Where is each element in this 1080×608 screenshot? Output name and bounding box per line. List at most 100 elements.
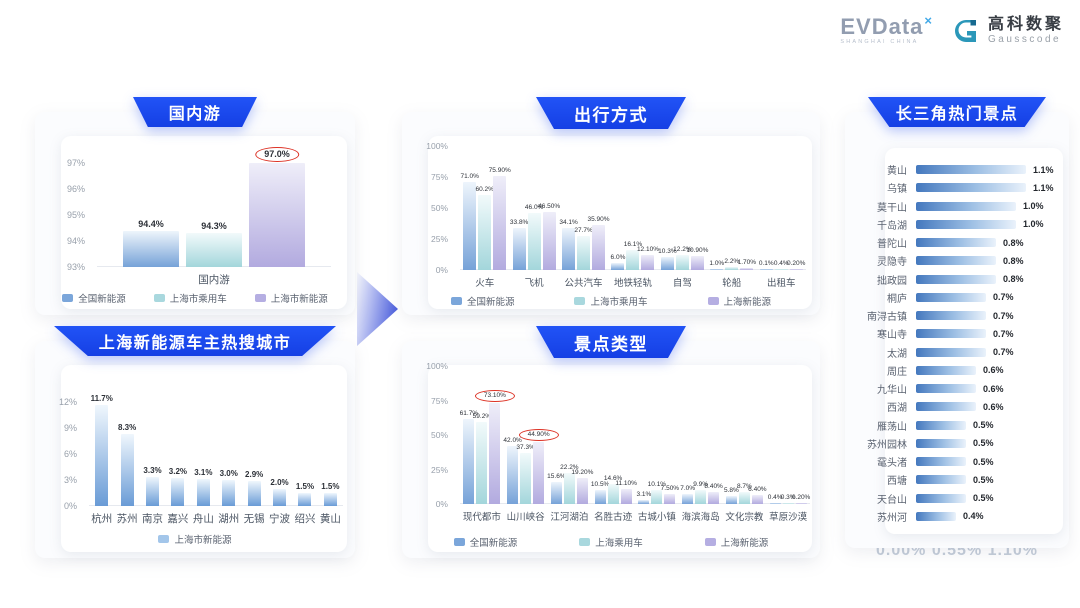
spot-name: 灵隐寺 xyxy=(877,257,907,269)
bar-group: 无锡 2.9% xyxy=(241,402,266,525)
spot-name: 拙政园 xyxy=(877,275,907,287)
y-axis-tick-label: 93% xyxy=(66,262,85,272)
spot-value: 1.0% xyxy=(1023,219,1044,230)
bar: 2.9% xyxy=(245,470,263,506)
bar-value-label: 22.2% xyxy=(560,464,579,472)
spot-value: 0.8% xyxy=(1003,255,1024,266)
legend-swatch xyxy=(153,294,165,302)
highlighted-value-label: 73.10% xyxy=(474,390,515,403)
legend-item: 上海市新能源 xyxy=(254,291,328,305)
highlighted-value-label: 44.90% xyxy=(518,429,559,442)
bar-value-label: 46.50% xyxy=(538,203,561,211)
category-label: 飞机 xyxy=(524,278,544,289)
bar-group: 国内游 94.4% 94.3% 97.0% xyxy=(97,147,331,286)
category-label: 火车 xyxy=(475,278,495,289)
spot-value: 0.6% xyxy=(983,365,1004,376)
bar: 9.9% xyxy=(693,481,708,504)
bar-group: 地铁轻轨 6.0% 16.1% 12.10% xyxy=(608,146,659,289)
bar: 59.2% xyxy=(473,413,491,504)
domestic-travel-bar-chart: 93% 94% 95% 96% 97% 国内游 94.4% 94.3% 97.0% 全国新能源 上海… xyxy=(35,112,355,315)
bar: 3.1% xyxy=(636,491,651,504)
legend-item: 全国新能源 xyxy=(453,535,517,549)
spot-value: 0.5% xyxy=(973,474,994,485)
category-label: 草原沙漠 xyxy=(769,512,808,523)
bar: 2.2% xyxy=(724,258,739,270)
bar-group: 江河湖泊 15.6% 22.2% 19.20% xyxy=(547,366,593,523)
list-item: 寒山寺 0.7% xyxy=(855,328,1061,342)
bar: 19.20% xyxy=(571,469,593,504)
legend-item: 上海市新能源 xyxy=(158,532,232,546)
bar: 1.5% xyxy=(321,482,339,506)
category-label: 嘉兴 xyxy=(167,513,189,525)
spot-value: 0.7% xyxy=(993,310,1014,321)
evdata-logo-subtext: SHANGHAI CHINA xyxy=(840,39,919,46)
plot-area: 火车 71.0% 60.2% 75.90% 飞机 33.8% 46.0% 46.50% 公共汽车… xyxy=(460,146,806,289)
list-item: 普陀山 0.8% xyxy=(855,237,1061,251)
spot-bar xyxy=(916,201,1016,211)
bar: 8.7% xyxy=(737,483,752,504)
bar-value-label: 0.1% xyxy=(758,260,774,267)
list-item: 莫干山 1.0% xyxy=(855,201,1061,214)
bar: 10.3% xyxy=(658,248,677,270)
list-item: 桐庐 0.7% xyxy=(855,292,1061,305)
bar-value-label: 1.5% xyxy=(295,482,315,491)
bar: 94.4% xyxy=(123,219,179,267)
y-axis-tick-label: 75% xyxy=(430,172,448,182)
category-label: 古城小镇 xyxy=(637,512,676,523)
legend-label: 上海乘用车 xyxy=(595,538,643,549)
bar-value-label: 35.90% xyxy=(587,216,610,224)
list-item: 苏州河 0.4% xyxy=(855,511,1061,524)
spot-name: 桐庐 xyxy=(887,293,907,305)
list-item: 鼋头渚 0.5% xyxy=(855,456,1061,470)
bar-value-label: 10.1% xyxy=(647,481,667,489)
x-axis-line xyxy=(89,505,343,506)
category-label: 杭州 xyxy=(91,513,113,525)
legend-label: 全国新能源 xyxy=(78,294,126,305)
bar: 0.3% xyxy=(781,494,796,504)
bar: 61.7% xyxy=(460,410,478,504)
y-axis-tick-label: 100% xyxy=(426,141,448,151)
spot-name: 苏州园林 xyxy=(867,439,907,451)
spot-value: 1.1% xyxy=(1033,164,1054,175)
bar-value-label: 11.7% xyxy=(90,393,113,403)
bar-group: 海滨海岛 7.0% 9.9% 8.40% xyxy=(679,366,723,523)
bar-group: 南京 3.3% xyxy=(140,402,165,525)
travel-modes-bar-chart: 0% 25% 50% 75% 100% 火车 71.0% 60.2% 75.90% 飞机 33.8%… xyxy=(402,112,820,315)
panel-domestic-travel: 国内游 93% 94% 95% 96% 97% 国内游 94.4% 94.3% 97.0% 全国新… xyxy=(35,97,355,315)
bar: 7.50% xyxy=(661,485,679,504)
bar-group: 名胜古迹 10.5% 14.6% 11.10% xyxy=(591,366,637,523)
bar-value-label: 3.2% xyxy=(168,467,188,477)
list-item: 灵隐寺 0.8% xyxy=(855,255,1061,269)
bar-group: 古城小镇 3.1% 10.1% 7.50% xyxy=(635,366,679,523)
bar-value-label: 37.3% xyxy=(516,443,535,451)
bar-value-label: 94.4% xyxy=(138,218,164,229)
spot-name: 普陀山 xyxy=(877,239,907,250)
category-label: 地铁轻轨 xyxy=(613,278,652,289)
y-axis-tick-label: 100% xyxy=(426,361,448,371)
spot-bar xyxy=(916,329,986,339)
gausscode-text: 高科数聚 Gausscode xyxy=(988,16,1064,46)
bar: 71.0% xyxy=(460,173,479,270)
x-axis-line xyxy=(460,503,810,504)
bar: 8.3% xyxy=(118,423,136,506)
bar-value-label: 3.1% xyxy=(194,468,213,478)
legend-swatch xyxy=(707,297,719,305)
spot-name: 九华山 xyxy=(877,385,907,396)
bar-group: 绍兴 1.5% xyxy=(292,402,317,525)
bar: 3.2% xyxy=(169,467,187,506)
y-axis-tick-label: 75% xyxy=(430,395,448,406)
bar-value-label: 1.0% xyxy=(709,259,725,267)
bar: 1.5% xyxy=(296,482,314,506)
bar-value-label: 0.20% xyxy=(787,260,806,267)
bar: 2.0% xyxy=(270,478,289,506)
legend-swatch xyxy=(158,535,170,543)
panel-travel-modes: 出行方式 0% 25% 50% 75% 100% 火车 71.0% 60.2% 75.90% 飞机… xyxy=(402,97,820,315)
spot-name: 苏州河 xyxy=(877,512,907,524)
panel-title-banner: 国内游 xyxy=(133,97,257,127)
list-item: 西湖 0.6% xyxy=(855,401,1061,415)
y-axis-tick-label: 94% xyxy=(66,236,85,246)
bar-group: 杭州 11.7% xyxy=(89,394,114,525)
bar: 3.1% xyxy=(194,468,212,506)
panel-yangtze-hot-spots: 长三角热门景点 黄山 1.1% 乌镇 1.1% 莫干山 1.0% 千岛湖 1.0% 普陀山 0.8… xyxy=(845,97,1069,548)
legend-swatch xyxy=(453,538,465,546)
